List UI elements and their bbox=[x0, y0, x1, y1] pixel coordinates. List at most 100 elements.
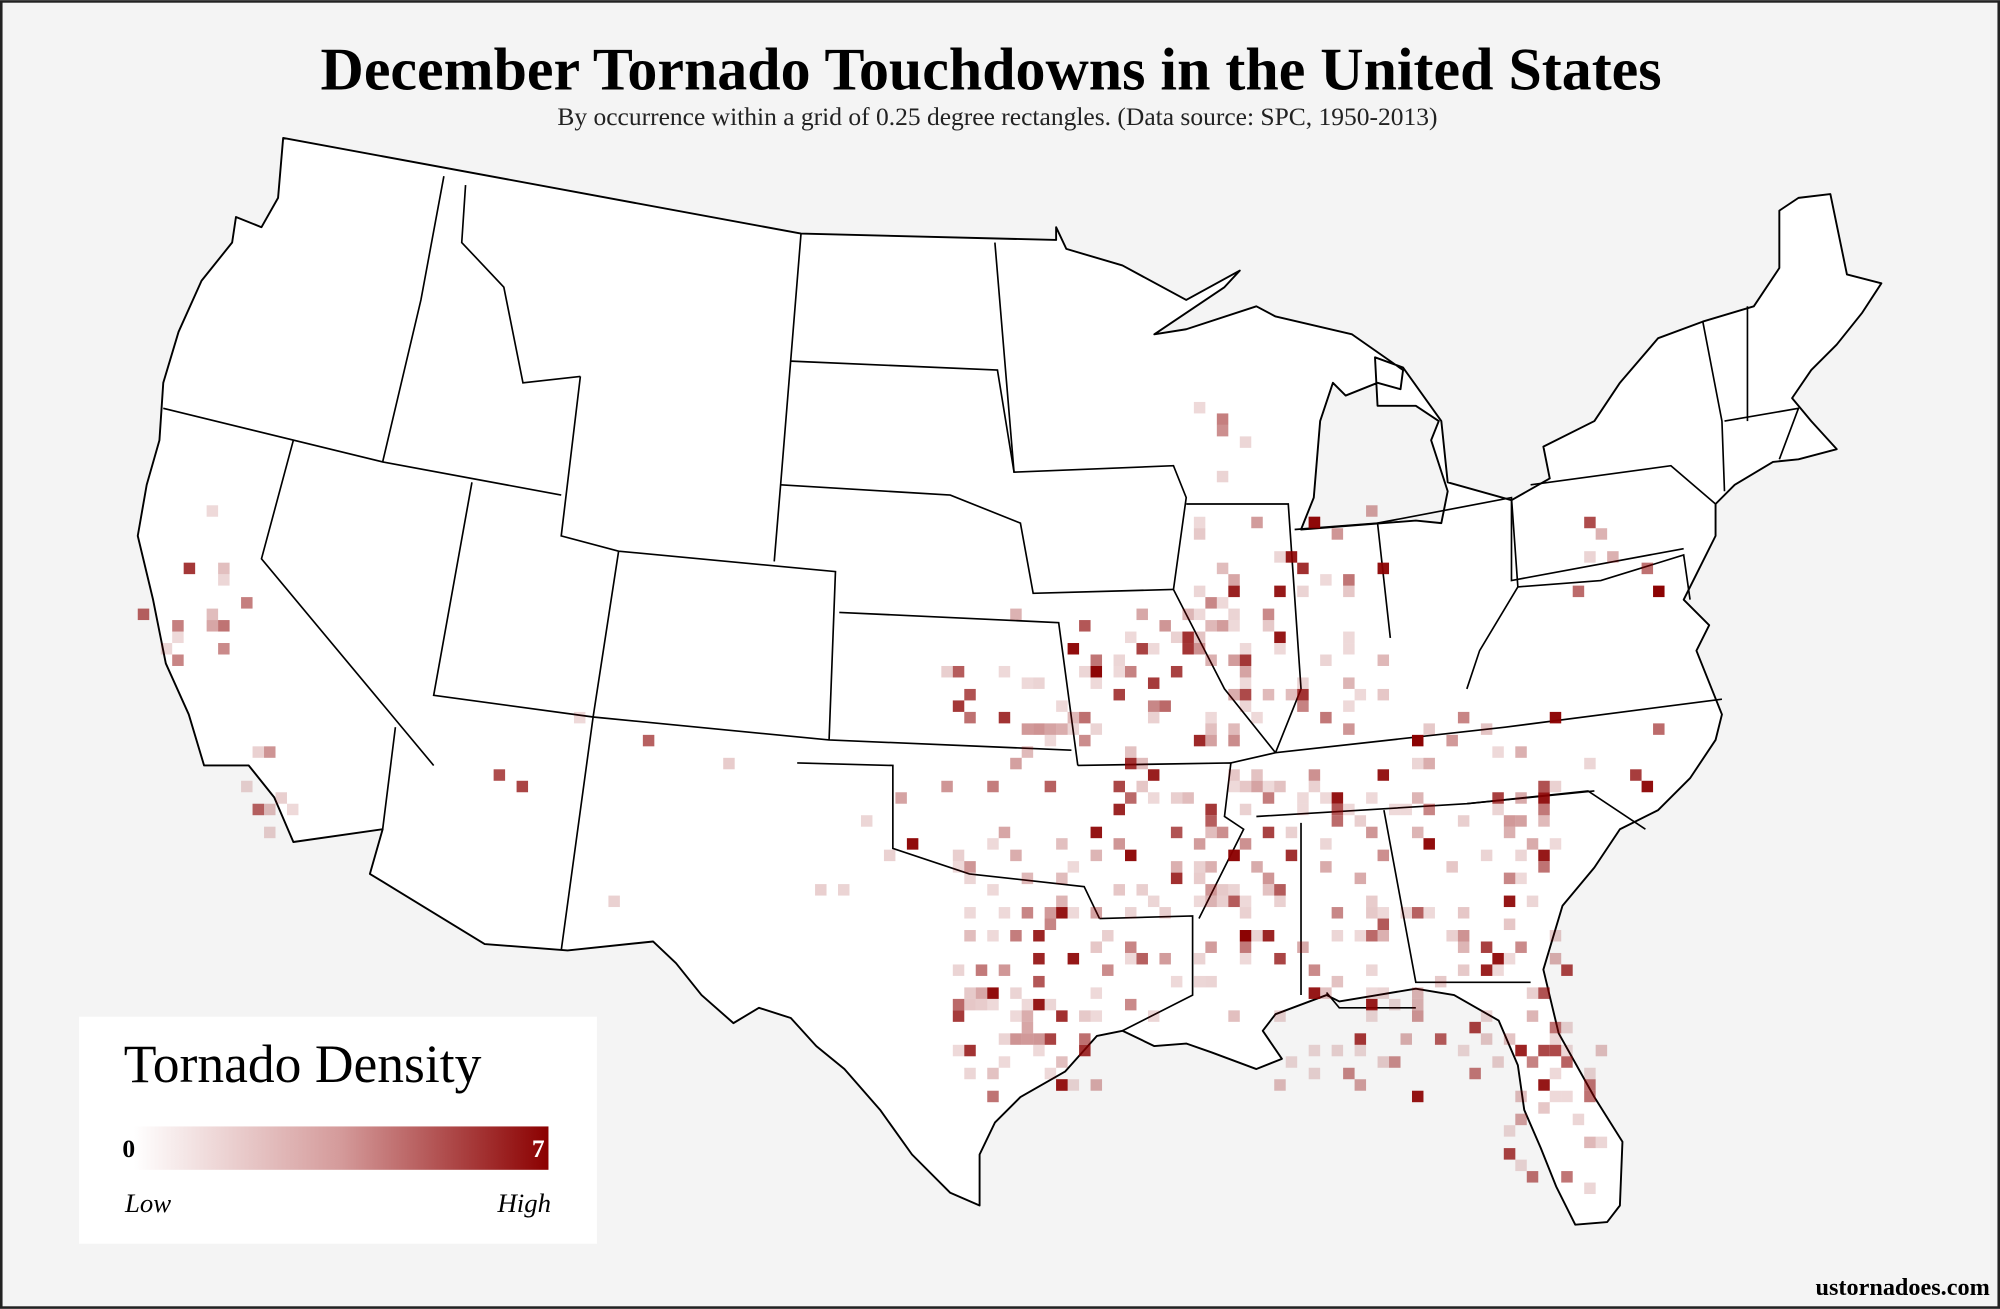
density-cell bbox=[1526, 895, 1539, 908]
density-cell bbox=[987, 930, 999, 942]
density-cell bbox=[1170, 872, 1183, 885]
density-cell bbox=[1251, 861, 1263, 873]
density-cell bbox=[1572, 585, 1585, 598]
density-cell bbox=[1239, 665, 1252, 678]
density-cell bbox=[137, 608, 150, 621]
density-cell bbox=[964, 688, 976, 701]
density-cell bbox=[1021, 907, 1034, 919]
density-cell bbox=[218, 562, 230, 575]
density-cell bbox=[1549, 780, 1562, 793]
density-cell bbox=[1044, 918, 1057, 931]
density-cell bbox=[1205, 711, 1217, 724]
density-cell bbox=[860, 815, 873, 827]
density-cell bbox=[1193, 585, 1206, 598]
density-cell bbox=[964, 987, 976, 999]
density-cell bbox=[1251, 516, 1263, 529]
density-cell bbox=[952, 964, 965, 976]
density-cell bbox=[1090, 907, 1103, 919]
density-cell bbox=[1377, 1056, 1390, 1068]
density-cell bbox=[1033, 723, 1045, 735]
density-cell bbox=[1136, 780, 1148, 793]
density-cell bbox=[1216, 884, 1229, 896]
density-cell bbox=[1389, 998, 1401, 1011]
density-cell bbox=[1239, 780, 1252, 793]
density-cell bbox=[975, 964, 988, 976]
density-cell bbox=[964, 872, 976, 885]
density-cell bbox=[1320, 987, 1332, 999]
density-cell bbox=[172, 620, 184, 632]
density-cell bbox=[1377, 987, 1390, 999]
density-cell bbox=[1308, 769, 1321, 781]
density-cell bbox=[1090, 1010, 1103, 1022]
density-cell bbox=[1239, 688, 1252, 701]
density-cell bbox=[1193, 872, 1206, 885]
density-cell bbox=[1503, 826, 1516, 839]
density-cell bbox=[206, 620, 219, 632]
density-cell bbox=[1021, 1021, 1034, 1034]
density-cell bbox=[1308, 964, 1321, 976]
density-cell bbox=[608, 895, 620, 908]
density-cell bbox=[1090, 941, 1103, 953]
density-cell bbox=[1125, 907, 1137, 919]
density-cell bbox=[573, 711, 586, 724]
density-cell bbox=[1331, 1044, 1344, 1057]
density-cell bbox=[1584, 1090, 1596, 1103]
density-cell bbox=[1216, 413, 1229, 425]
density-cell bbox=[1056, 700, 1068, 712]
density-cell bbox=[1366, 998, 1378, 1011]
density-cell bbox=[1239, 677, 1252, 689]
density-cell bbox=[998, 964, 1011, 976]
density-cell bbox=[1044, 734, 1057, 747]
density-cell bbox=[815, 884, 827, 896]
density-cell bbox=[1239, 952, 1252, 965]
density-cell bbox=[1033, 952, 1045, 965]
density-cell bbox=[1033, 998, 1045, 1011]
density-cell bbox=[1492, 964, 1504, 976]
density-cell bbox=[1595, 1044, 1608, 1057]
density-cell bbox=[1389, 803, 1401, 816]
density-cell bbox=[1239, 803, 1252, 816]
density-cell bbox=[1056, 907, 1068, 919]
density-cell bbox=[723, 757, 735, 770]
density-cell bbox=[1033, 723, 1045, 735]
density-cell bbox=[1331, 528, 1344, 540]
density-cell bbox=[987, 987, 999, 999]
density-cell bbox=[183, 562, 196, 575]
density-cell bbox=[1056, 723, 1068, 735]
density-cell bbox=[1193, 895, 1206, 908]
density-cell bbox=[1193, 861, 1206, 873]
density-cell bbox=[1297, 688, 1309, 701]
density-cell bbox=[1136, 757, 1148, 770]
density-cell bbox=[1090, 1079, 1103, 1091]
density-cell bbox=[1239, 907, 1252, 919]
density-cell bbox=[241, 780, 253, 793]
density-cell bbox=[1549, 1067, 1562, 1080]
us-outline bbox=[136, 136, 1883, 1226]
density-cell bbox=[1538, 987, 1550, 999]
density-cell bbox=[1411, 757, 1424, 770]
density-cell bbox=[1067, 711, 1080, 724]
density-cell bbox=[1343, 677, 1355, 689]
density-cell bbox=[1262, 688, 1275, 701]
density-cell bbox=[1561, 1171, 1573, 1183]
density-cell bbox=[1113, 803, 1125, 816]
density-cell bbox=[1205, 815, 1217, 827]
density-cell bbox=[1503, 1148, 1516, 1160]
density-cell bbox=[1526, 1056, 1539, 1068]
density-cell bbox=[1090, 654, 1103, 666]
density-cell bbox=[987, 1067, 999, 1080]
density-cells bbox=[137, 401, 1665, 1195]
density-cell bbox=[1274, 780, 1286, 793]
legend-high: High bbox=[496, 1188, 551, 1218]
density-cell bbox=[1113, 803, 1125, 816]
density-cell bbox=[1503, 815, 1516, 827]
density-cell bbox=[1262, 872, 1275, 885]
density-cell bbox=[1125, 665, 1137, 678]
density-cell bbox=[252, 746, 265, 758]
density-cell bbox=[1343, 1067, 1355, 1080]
density-cell bbox=[1010, 987, 1022, 999]
density-cell bbox=[1033, 677, 1045, 689]
density-cell bbox=[964, 1044, 976, 1057]
density-cell bbox=[1480, 941, 1493, 953]
density-cell bbox=[1182, 631, 1194, 644]
